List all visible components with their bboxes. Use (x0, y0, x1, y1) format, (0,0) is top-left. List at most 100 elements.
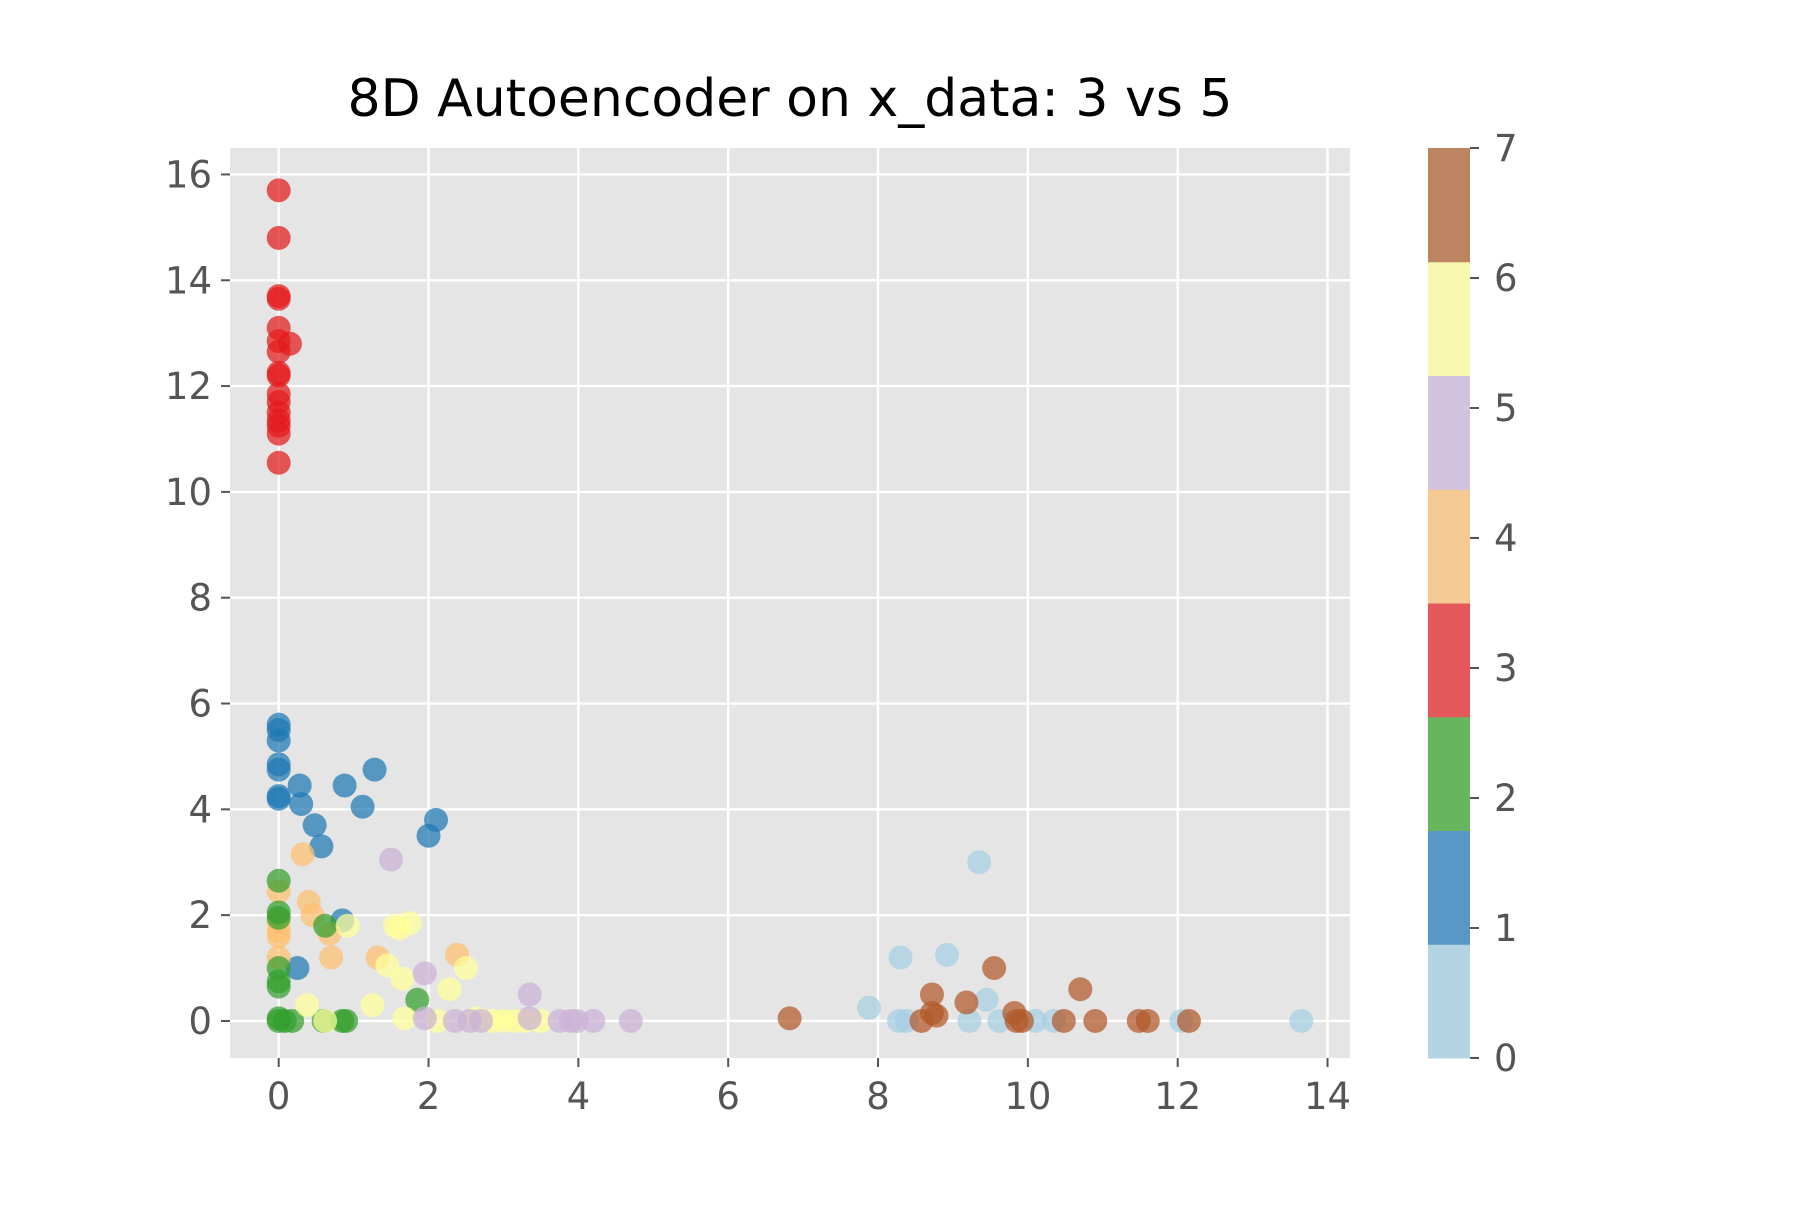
data-point-class-3 (266, 225, 291, 250)
data-point-class-2 (266, 905, 291, 930)
data-point-class-1 (416, 823, 441, 848)
x-tick-label: 10 (1004, 1075, 1051, 1118)
colorbar-segment-0 (1428, 944, 1470, 1059)
y-tick-label: 16 (165, 153, 212, 196)
data-point-class-3 (266, 286, 291, 311)
plot-area (230, 148, 1350, 1058)
data-point-class-7 (1083, 1008, 1108, 1033)
x-tick-label: 14 (1304, 1075, 1351, 1118)
data-point-class-6 (335, 913, 360, 938)
colorbar-segment-1 (1428, 830, 1470, 945)
y-tick-label: 12 (165, 365, 212, 408)
data-point-class-2 (266, 868, 291, 893)
colorbar-tick-label: 3 (1494, 647, 1518, 690)
x-tick-label: 8 (866, 1075, 890, 1118)
colorbar: 0 1 2 3 4 5 6 7 (1428, 127, 1518, 1080)
colorbar-segment-5 (1428, 375, 1470, 490)
data-point-class-0 (1289, 1008, 1314, 1033)
data-point-class-2 (313, 913, 338, 938)
data-point-class-0 (888, 945, 913, 970)
data-point-class-1 (266, 757, 291, 782)
data-point-class-3 (266, 450, 291, 475)
y-tick-label: 10 (165, 471, 212, 514)
data-point-class-3 (266, 421, 291, 446)
colorbar-tick-label: 4 (1494, 517, 1518, 560)
data-point-class-2 (405, 987, 430, 1012)
data-point-class-6 (437, 977, 462, 1002)
data-point-class-0 (934, 942, 959, 967)
scatter-points (266, 178, 1314, 1033)
data-point-class-6 (360, 993, 385, 1018)
colorbar-segment-2 (1428, 716, 1470, 831)
data-point-class-6 (390, 966, 415, 991)
data-point-class-6 (392, 1006, 417, 1031)
colorbar-tick-label: 1 (1494, 907, 1518, 950)
data-point-class-0 (967, 850, 992, 875)
chart-title: 8D Autoencoder on x_data: 3 vs 5 (348, 69, 1233, 129)
data-point-class-1 (287, 773, 312, 798)
colorbar-tick-label: 0 (1494, 1037, 1518, 1080)
colorbar-tick-label: 2 (1494, 777, 1518, 820)
data-point-class-7 (919, 982, 944, 1007)
data-point-class-5 (581, 1008, 606, 1033)
colorbar-segment-4 (1428, 489, 1470, 604)
data-point-class-5 (412, 1006, 437, 1031)
data-point-class-4 (266, 924, 291, 949)
x-tick-label: 2 (417, 1075, 441, 1118)
data-point-class-0 (974, 987, 999, 1012)
data-point-class-6 (397, 911, 422, 936)
data-point-class-7 (1135, 1008, 1160, 1033)
colorbar-tick-label: 6 (1494, 257, 1518, 300)
data-point-class-0 (957, 1008, 982, 1033)
x-tick-label: 0 (267, 1075, 291, 1118)
data-point-class-1 (302, 813, 327, 838)
data-point-class-5 (379, 847, 404, 872)
colorbar-segment-3 (1428, 603, 1470, 718)
y-tick-label: 0 (188, 1000, 212, 1043)
data-point-class-0 (857, 995, 882, 1020)
data-point-class-7 (1068, 977, 1093, 1002)
data-point-class-7 (909, 1008, 934, 1033)
data-point-class-7 (1004, 1008, 1029, 1033)
data-point-class-1 (285, 956, 310, 981)
data-point-class-4 (319, 945, 344, 970)
data-point-class-1 (289, 792, 314, 817)
x-axis-ticks: 0 2 4 6 8 10 12 14 (267, 1058, 1351, 1118)
data-point-class-5 (468, 1008, 493, 1033)
data-point-class-5 (618, 1008, 643, 1033)
data-point-class-2 (334, 1008, 359, 1033)
y-tick-label: 6 (188, 683, 212, 726)
x-tick-label: 12 (1154, 1075, 1201, 1118)
data-point-class-1 (266, 728, 291, 753)
data-point-class-6 (295, 993, 320, 1018)
data-point-class-1 (309, 834, 334, 859)
data-point-class-1 (362, 757, 387, 782)
data-point-class-3 (266, 363, 291, 388)
data-point-class-7 (954, 990, 979, 1015)
data-point-class-7 (982, 956, 1007, 981)
data-point-class-2 (266, 974, 291, 999)
colorbar-segment-7 (1428, 148, 1470, 263)
data-point-class-5 (517, 982, 542, 1007)
data-point-class-2 (280, 1008, 305, 1033)
y-tick-label: 14 (165, 259, 212, 302)
data-point-class-6 (313, 1008, 338, 1033)
y-tick-label: 2 (188, 894, 212, 937)
data-point-class-1 (332, 773, 357, 798)
data-point-class-1 (266, 786, 291, 811)
x-tick-label: 4 (567, 1075, 591, 1118)
data-point-class-6 (453, 956, 478, 981)
data-point-class-7 (1176, 1008, 1201, 1033)
data-point-class-5 (412, 961, 437, 986)
data-point-class-5 (517, 1006, 542, 1031)
y-tick-label: 4 (188, 788, 212, 831)
x-tick-label: 6 (716, 1075, 740, 1118)
y-tick-label: 8 (188, 577, 212, 620)
y-axis-ticks: 0 2 4 6 8 10 12 14 16 (165, 153, 230, 1043)
data-point-class-5 (564, 1008, 589, 1033)
data-point-class-1 (350, 794, 375, 819)
data-point-class-7 (777, 1006, 802, 1031)
colorbar-segment-6 (1428, 261, 1470, 376)
